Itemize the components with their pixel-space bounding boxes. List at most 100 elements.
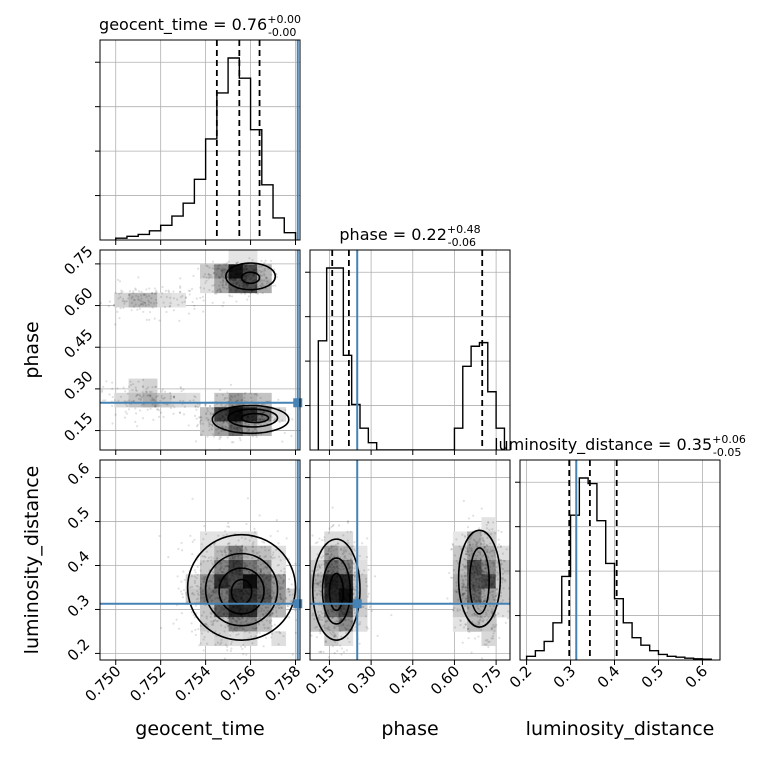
sample-point [222, 281, 225, 285]
sample-point [243, 610, 246, 613]
sample-point [270, 555, 273, 559]
sample-point [343, 579, 347, 582]
sample-point [354, 574, 357, 577]
sample-point [333, 604, 337, 607]
sample-point [348, 566, 351, 569]
sample-point [237, 279, 240, 283]
sample-point [492, 582, 495, 585]
sample-point [262, 623, 265, 626]
sample-point [252, 274, 255, 277]
sample-point [475, 577, 478, 581]
sample-point [335, 592, 339, 596]
sample-point [336, 574, 339, 577]
sample-point [248, 429, 251, 432]
sample-point [342, 552, 345, 555]
sample-point [202, 638, 205, 641]
sample-point [212, 557, 215, 560]
sample-point [260, 568, 263, 571]
contours [311, 529, 502, 642]
sample-point [493, 599, 496, 602]
sample-point [274, 284, 277, 287]
sample-point [243, 292, 247, 295]
sample-point [243, 627, 246, 630]
sample-point [259, 284, 262, 288]
sample-point [254, 634, 257, 638]
sample-point [212, 591, 216, 594]
sample-point [477, 573, 480, 577]
sample-point [195, 297, 198, 300]
sample-point [134, 287, 137, 290]
sample-point [258, 596, 261, 600]
sample-point [253, 423, 256, 426]
sample-point [100, 301, 103, 305]
sample-point [278, 421, 281, 424]
sample-point [335, 598, 338, 601]
sample-point [144, 304, 147, 307]
sample-point [117, 297, 120, 300]
sample-point [330, 583, 333, 586]
sample-point [129, 380, 132, 383]
sample-point [483, 589, 486, 592]
sample-point [243, 592, 246, 595]
sample-point [497, 538, 500, 541]
sample-point [480, 568, 483, 572]
sample-point [237, 414, 240, 417]
sample-point [227, 521, 230, 525]
sample-point [258, 554, 261, 558]
sample-point [478, 591, 481, 594]
sample-point [256, 414, 259, 417]
sample-point [467, 564, 470, 567]
sample-point [231, 556, 234, 560]
density-cell [324, 545, 339, 561]
sample-point [255, 585, 258, 589]
sample-point [230, 620, 233, 624]
sample-point [475, 559, 478, 562]
sample-point [163, 390, 167, 393]
sample-point [235, 570, 238, 573]
sample-point [261, 282, 264, 285]
sample-point [223, 398, 226, 401]
sample-point [466, 584, 469, 587]
sample-point [234, 416, 238, 420]
sample-point [246, 273, 249, 277]
sample-point [279, 576, 283, 580]
sample-point [495, 575, 498, 578]
sample-point [266, 626, 269, 630]
sample-point [326, 594, 329, 597]
sample-point [337, 598, 340, 601]
sample-point [155, 408, 159, 411]
sample-point [242, 621, 245, 624]
sample-point [473, 559, 476, 562]
sample-point [256, 580, 259, 583]
sample-point [223, 286, 226, 289]
sample-point [475, 570, 479, 573]
sample-point [140, 404, 143, 407]
sample-point [196, 585, 200, 588]
sample-point [322, 616, 325, 619]
sample-point [236, 272, 239, 275]
sample-point [172, 395, 176, 398]
sample-point [205, 411, 208, 415]
sample-point [255, 551, 258, 554]
sample-point [342, 576, 345, 579]
sample-point [283, 431, 286, 435]
sample-point [334, 584, 337, 587]
sample-point [338, 564, 341, 567]
density-cell [481, 545, 497, 561]
sample-point [125, 412, 128, 415]
sample-point [230, 424, 233, 427]
sample-point [245, 274, 248, 277]
sample-point [480, 562, 484, 565]
sample-point [165, 295, 168, 298]
sample-point [351, 586, 354, 589]
sample-point [234, 272, 237, 275]
sample-point [331, 616, 334, 620]
sample-point [330, 563, 334, 566]
sample-point [251, 564, 255, 567]
sample-point [244, 537, 247, 540]
sample-point [252, 604, 256, 607]
sample-point [202, 580, 205, 584]
contours [211, 262, 290, 435]
sample-point [237, 576, 241, 579]
sample-point [256, 270, 259, 274]
